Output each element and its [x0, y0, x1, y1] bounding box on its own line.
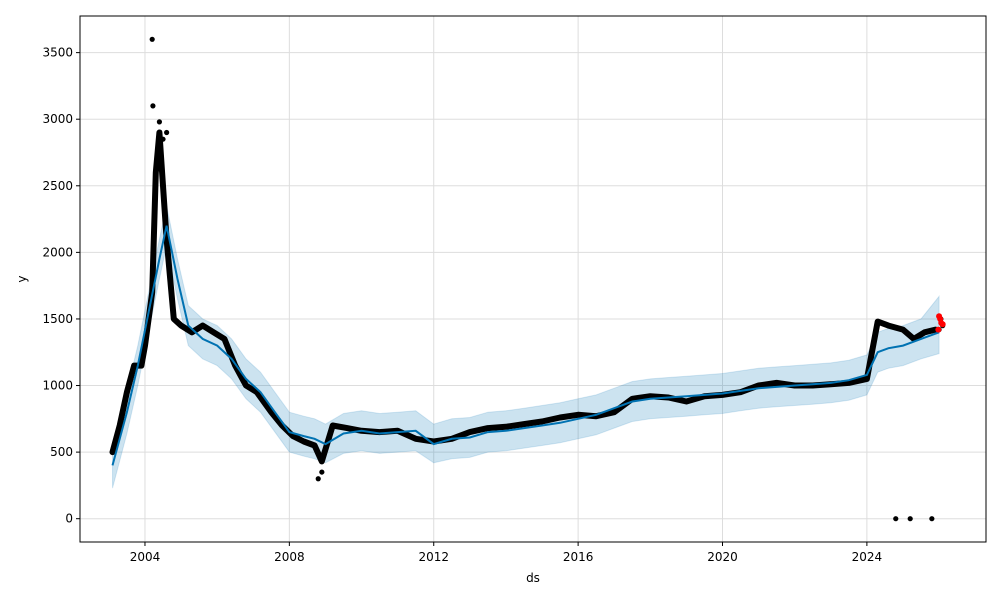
observed-point	[171, 316, 177, 322]
y-tick-label: 1000	[42, 379, 73, 393]
observed-point	[200, 323, 206, 329]
x-tick-label: 2004	[130, 550, 161, 564]
observed-point	[312, 442, 318, 449]
observed-point	[124, 389, 130, 395]
observed-point	[150, 103, 156, 109]
observed-point	[178, 323, 184, 329]
observed-point	[142, 342, 148, 349]
observed-point	[315, 476, 321, 482]
observed-point	[290, 433, 296, 439]
observed-point	[900, 327, 906, 333]
x-tick-label: 2020	[707, 550, 738, 564]
observed-point	[864, 376, 870, 382]
observed-point	[167, 276, 173, 282]
observed-point	[210, 329, 217, 335]
observed-point	[929, 516, 935, 522]
y-axis-title: y	[15, 275, 29, 282]
observed-point	[485, 425, 491, 431]
observed-point	[755, 382, 762, 389]
observed-data-trace	[109, 129, 939, 465]
recent-point	[935, 326, 942, 333]
observed-point	[885, 323, 892, 329]
observed-point	[922, 329, 928, 335]
observed-point	[243, 382, 249, 389]
forecast-line-layer	[111, 225, 940, 466]
y-tick-label: 2000	[42, 245, 73, 259]
observed-point	[268, 409, 274, 415]
observed-point	[117, 422, 123, 429]
observed-point	[109, 449, 116, 455]
recent-points-layer	[935, 313, 946, 333]
y-tick-label: 0	[65, 512, 73, 526]
observed-point	[846, 380, 852, 386]
x-tick-label: 2012	[418, 550, 449, 564]
observed-point	[160, 136, 166, 142]
observed-point	[221, 336, 227, 342]
observed-point	[575, 412, 581, 418]
recent-point	[939, 321, 946, 328]
x-axis-ticks: 2004 2008 2012 2016 2020 2024	[130, 542, 882, 564]
observed-point	[149, 36, 155, 42]
observed-point	[156, 129, 163, 136]
observed-point	[156, 119, 163, 125]
observed-point	[330, 422, 336, 429]
y-tick-label: 3000	[42, 112, 73, 126]
observed-point	[683, 398, 690, 405]
observed-point	[319, 458, 325, 465]
observed-point	[467, 429, 473, 435]
observed-point	[319, 469, 325, 475]
observed-point	[539, 418, 545, 425]
observed-point	[774, 380, 780, 386]
observed-point	[893, 516, 899, 522]
observed-point	[131, 362, 137, 369]
observed-point	[611, 409, 617, 415]
y-tick-label: 500	[50, 445, 73, 459]
y-tick-label: 2500	[42, 179, 73, 193]
observed-point	[629, 396, 635, 402]
y-axis-ticks: 0 500 1000 1500 2000 2500 3000 3500	[42, 46, 80, 526]
observed-point	[875, 319, 881, 325]
x-tick-label: 2024	[852, 550, 883, 564]
observed-point	[301, 438, 307, 445]
observed-point	[503, 424, 509, 430]
x-axis-title: ds	[526, 571, 540, 585]
x-tick-label: 2008	[274, 550, 305, 564]
observed-point	[557, 414, 563, 421]
y-tick-label: 3500	[42, 46, 73, 60]
observed-point	[413, 436, 419, 442]
observed-point	[138, 362, 144, 369]
observed-point	[153, 169, 159, 176]
forecast-line	[111, 225, 940, 466]
grid-lines	[80, 16, 986, 542]
x-tick-label: 2016	[563, 550, 594, 564]
observed-point	[164, 129, 170, 136]
observed-point	[344, 425, 350, 431]
observed-point	[521, 421, 527, 427]
observed-point	[160, 183, 166, 189]
observed-point	[647, 393, 653, 399]
observed-point	[907, 516, 913, 522]
observed-points-layer	[109, 36, 946, 522]
y-tick-label: 1500	[42, 312, 73, 326]
observed-point	[164, 236, 170, 242]
plot-frame	[79, 15, 987, 543]
